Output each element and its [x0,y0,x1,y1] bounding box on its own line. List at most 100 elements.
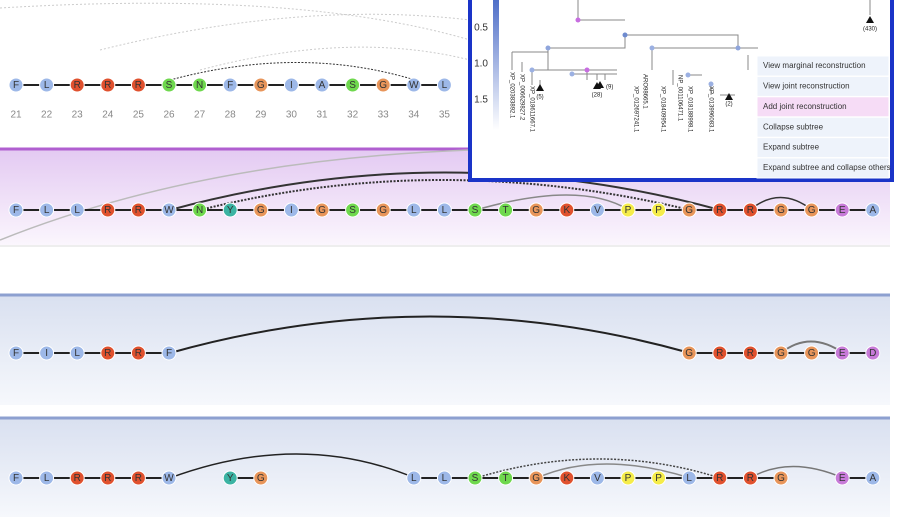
collapsed-subtree[interactable] [725,93,733,100]
residue-node[interactable] [253,202,269,218]
residue-node[interactable] [130,345,146,361]
menu-item[interactable] [756,157,890,179]
residue-node[interactable] [804,345,820,361]
residue-node[interactable] [620,202,636,218]
residue-node[interactable] [406,470,422,486]
residue-node[interactable] [865,470,881,486]
residue-node[interactable] [773,202,789,218]
residue-node[interactable] [589,470,605,486]
residue-node[interactable] [865,202,881,218]
residue-node[interactable] [467,470,483,486]
residue-label: I [45,348,48,359]
residue-node[interactable] [436,202,452,218]
residue-node[interactable] [773,470,789,486]
residue-node[interactable] [712,202,728,218]
residue-node[interactable] [834,202,850,218]
residue-node[interactable] [559,202,575,218]
residue-node[interactable] [8,77,24,93]
residue-node[interactable] [130,470,146,486]
residue-node[interactable] [161,77,177,93]
axis-tick-label: 1.5 [474,95,488,106]
residue-node[interactable] [528,202,544,218]
residue-node[interactable] [834,470,850,486]
position-label: 26 [163,110,175,121]
residue-node[interactable] [345,77,361,93]
residue-node[interactable] [69,202,85,218]
residue-node[interactable] [375,202,391,218]
residue-node[interactable] [742,470,758,486]
residue-label: G [685,348,693,359]
residue-node[interactable] [283,202,299,218]
residue-label: T [503,205,509,216]
residue-node[interactable] [161,345,177,361]
residue-node[interactable] [589,202,605,218]
residue-node[interactable] [436,77,452,93]
residue-node[interactable] [283,77,299,93]
residue-node[interactable] [651,470,667,486]
residue-label: G [808,348,816,359]
residue-node[interactable] [804,202,820,218]
residue-node[interactable] [39,345,55,361]
residue-node[interactable] [161,470,177,486]
residue-node[interactable] [375,77,391,93]
residue-node[interactable] [559,470,575,486]
residue-node[interactable] [222,470,238,486]
residue-node[interactable] [8,202,24,218]
residue-node[interactable] [253,77,269,93]
residue-node[interactable] [314,202,330,218]
residue-node[interactable] [161,202,177,218]
residue-node[interactable] [100,77,116,93]
residue-label: N [196,205,203,216]
residue-node[interactable] [620,470,636,486]
residue-node[interactable] [834,345,850,361]
residue-node[interactable] [436,470,452,486]
residue-node[interactable] [8,345,24,361]
position-label: 33 [378,110,390,121]
residue-node[interactable] [130,202,146,218]
residue-node[interactable] [192,202,208,218]
residue-node[interactable] [130,77,146,93]
residue-node[interactable] [69,470,85,486]
residue-node[interactable] [39,202,55,218]
residue-node[interactable] [253,470,269,486]
residue-node[interactable] [406,202,422,218]
leaf-label: (5) [536,95,543,101]
residue-node[interactable] [69,345,85,361]
residue-node[interactable] [39,77,55,93]
residue-node[interactable] [742,345,758,361]
residue-node[interactable] [406,77,422,93]
residue-node[interactable] [865,345,881,361]
residue-node[interactable] [467,202,483,218]
residue-node[interactable] [100,202,116,218]
residue-node[interactable] [222,77,238,93]
collapsed-subtree[interactable] [596,81,604,88]
residue-node[interactable] [39,470,55,486]
residue-node[interactable] [712,345,728,361]
collapsed-subtree[interactable] [866,16,874,23]
residue-node[interactable] [498,202,514,218]
residue-node[interactable] [345,202,361,218]
residue-node[interactable] [100,470,116,486]
residue-node[interactable] [773,345,789,361]
residue-node[interactable] [222,202,238,218]
axis-tick-label: 1.0 [474,59,488,70]
residue-node[interactable] [742,202,758,218]
residue-label: E [839,205,846,216]
residue-node[interactable] [314,77,330,93]
residue-node[interactable] [69,77,85,93]
residue-node[interactable] [712,470,728,486]
residue-node[interactable] [681,202,697,218]
collapsed-subtree[interactable] [536,84,544,91]
residue-node[interactable] [192,77,208,93]
residue-node[interactable] [498,470,514,486]
residue-node[interactable] [681,470,697,486]
residue-node[interactable] [100,345,116,361]
residue-label: S [166,80,173,91]
residue-node[interactable] [651,202,667,218]
residue-label: F [13,205,19,216]
residue-node[interactable] [8,470,24,486]
position-label: 27 [194,110,206,121]
residue-node[interactable] [681,345,697,361]
residue-label: R [747,205,754,216]
residue-node[interactable] [528,470,544,486]
